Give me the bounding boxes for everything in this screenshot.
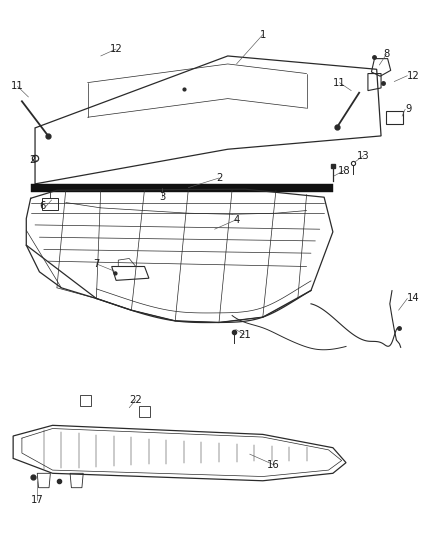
- Text: 3: 3: [159, 192, 165, 202]
- Text: 9: 9: [405, 104, 412, 114]
- Text: 17: 17: [31, 495, 44, 505]
- Text: 22: 22: [129, 395, 142, 405]
- Text: 12: 12: [407, 71, 420, 80]
- Text: 2: 2: [216, 173, 222, 183]
- Text: 21: 21: [238, 330, 251, 340]
- Text: 13: 13: [357, 151, 370, 160]
- Text: 18: 18: [338, 166, 350, 175]
- Text: 11: 11: [333, 78, 346, 87]
- Text: 4: 4: [233, 215, 240, 224]
- Text: 12: 12: [110, 44, 123, 54]
- Text: 7: 7: [93, 259, 99, 269]
- Text: 11: 11: [11, 82, 24, 91]
- Text: 14: 14: [407, 294, 420, 303]
- Text: 16: 16: [267, 460, 280, 470]
- Text: 1: 1: [260, 30, 266, 39]
- Text: 6: 6: [39, 201, 46, 211]
- Text: 2: 2: [30, 155, 36, 165]
- Polygon shape: [31, 184, 333, 192]
- Text: 8: 8: [383, 50, 389, 59]
